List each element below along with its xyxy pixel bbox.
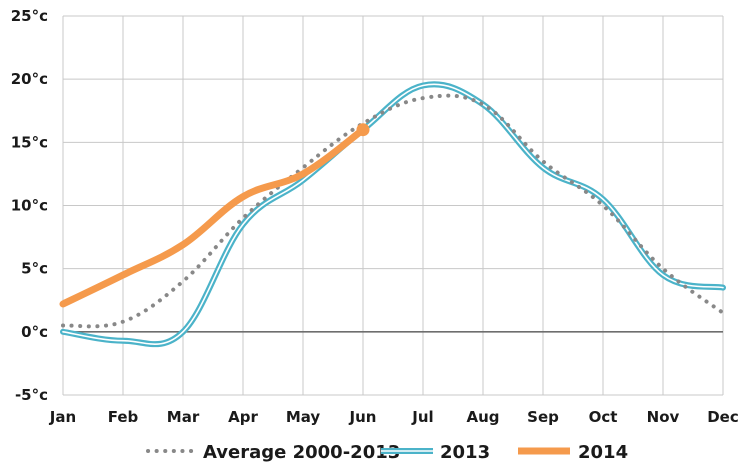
x-tick-label: Nov xyxy=(647,408,680,426)
y-tick-label: -5°c xyxy=(15,386,48,404)
x-tick-label: May xyxy=(286,408,321,426)
x-tick-label: Dec xyxy=(707,408,739,426)
y-tick-label: 20°c xyxy=(11,70,48,88)
series-lines xyxy=(63,84,723,344)
legend-average-2000-2013-item: Average 2000-2013 xyxy=(148,442,400,462)
x-tick-label: Mar xyxy=(167,408,200,426)
x-tick-label: Jul xyxy=(411,408,433,426)
x-tick-label: Sep xyxy=(527,408,559,426)
y-tick-label: 25°c xyxy=(11,7,48,25)
x-tick-label: Aug xyxy=(466,408,499,426)
grid xyxy=(63,16,723,395)
x-tick-label: Jun xyxy=(349,408,377,426)
y-tick-label: 5°c xyxy=(21,260,48,278)
legend-2014-item: 2014 xyxy=(518,442,628,462)
legend-2014-label: 2014 xyxy=(578,442,628,462)
x-tick-label: Apr xyxy=(228,408,258,426)
legend: Average 2000-2013 2013 2014 xyxy=(148,442,628,462)
x-axis-tick-labels: Jan Feb Mar Apr May Jun Jul Aug Sep Oct Nov Dec xyxy=(49,408,739,426)
legend-average-2000-2013-label: Average 2000-2013 xyxy=(203,442,400,462)
y-tick-label: 0°c xyxy=(21,323,48,341)
y-axis-tick-labels: 25°c 20°c 15°c 10°c 5°c 0°c -5°c xyxy=(11,7,48,404)
series-2013-line xyxy=(63,84,723,344)
y-tick-label: 10°c xyxy=(11,197,48,215)
legend-2013-label: 2013 xyxy=(440,442,490,462)
x-tick-label: Jan xyxy=(49,408,76,426)
series-average-2000-2013-line xyxy=(63,96,723,327)
y-tick-label: 15°c xyxy=(11,133,48,151)
series-2013-line-inner xyxy=(63,84,723,344)
x-tick-label: Feb xyxy=(108,408,139,426)
x-tick-label: Oct xyxy=(589,408,618,426)
